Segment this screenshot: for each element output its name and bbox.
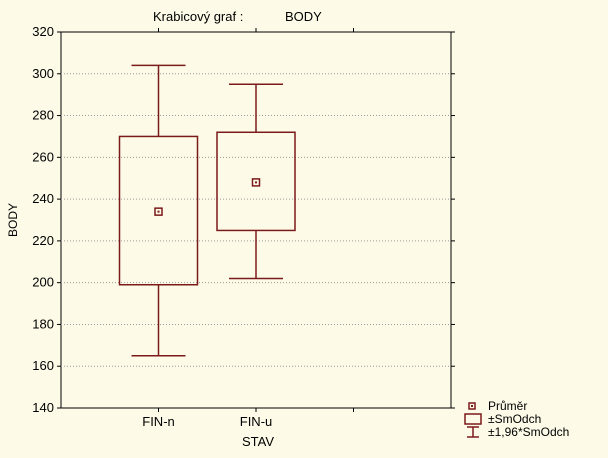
y-tick-label: 220	[32, 233, 54, 248]
x-tick-label: FIN-n	[142, 414, 175, 429]
boxes	[118, 64, 296, 357]
sd-box	[118, 135, 199, 286]
y-tick-label: 140	[32, 400, 54, 415]
x-axis: FIN-n FIN-u	[142, 28, 354, 429]
sd-box	[216, 131, 296, 232]
y-tick-label: 280	[32, 108, 54, 123]
whisker-icon	[467, 426, 479, 438]
y-axis-label: BODY	[6, 203, 20, 237]
y-tick-label: 240	[32, 191, 54, 206]
chart-title-variable: BODY	[285, 9, 322, 24]
mean-marker-icon	[468, 402, 476, 410]
box-icon	[464, 413, 482, 425]
box-fin-u	[216, 83, 296, 280]
mean-marker-dot	[157, 210, 160, 213]
legend-item-whisker: ±1,96*SmOdch	[464, 425, 569, 439]
legend-label-whisker: ±1,96*SmOdch	[488, 425, 570, 439]
legend-label-mean: Průměr	[488, 399, 528, 413]
y-tick-label: 260	[32, 149, 54, 164]
mean-marker-dot	[255, 181, 257, 184]
x-axis-label: STAV	[242, 434, 274, 449]
y-tick-label: 200	[32, 275, 54, 290]
legend-item-mean: Průměr	[464, 399, 527, 413]
y-axis: 140 160 180 200 220 240 260 280 300 320	[32, 24, 455, 415]
y-tick-label: 160	[32, 358, 54, 373]
legend-item-sd: ±SmOdch	[464, 412, 541, 426]
y-tick-label: 180	[32, 316, 54, 331]
y-tick-label: 300	[32, 66, 54, 81]
legend-label-sd: ±SmOdch	[488, 412, 542, 426]
y-tick-label: 320	[32, 24, 54, 39]
x-tick-label: FIN-u	[240, 414, 273, 429]
box-fin-n	[118, 64, 199, 357]
chart-title: Krabicový graf :	[153, 9, 244, 24]
